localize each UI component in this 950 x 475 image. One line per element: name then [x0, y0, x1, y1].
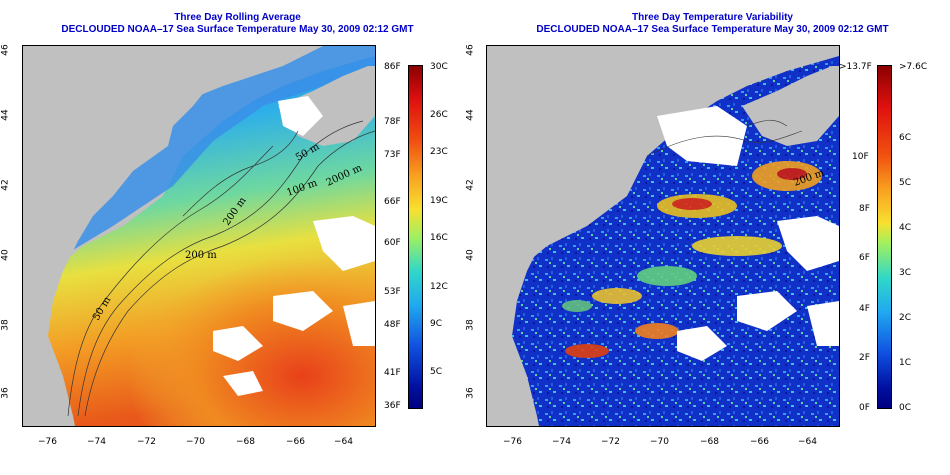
left-lon-64: −64	[334, 437, 353, 447]
right-bathymetry-contours	[646, 119, 803, 157]
right-lat-36: 36	[465, 387, 476, 399]
right-cloud-patches	[657, 106, 839, 361]
right-map-svg: 200 m	[487, 46, 839, 426]
left-lon-66: −66	[286, 437, 305, 447]
right-lat-40: 40	[465, 249, 476, 261]
left-lon-70: −70	[186, 437, 205, 447]
right-cb-f-6: 6F	[859, 253, 870, 263]
right-cb-c-max: >7.6C	[899, 62, 928, 72]
left-map-svg: 200 m 200 m 2000 m 100 m 50 m 50 m	[23, 46, 375, 426]
left-lon-68: −68	[236, 437, 255, 447]
left-title-line2: DECLOUDED NOAA–17 Sea Surface Temperatur…	[61, 24, 414, 35]
left-lat-44: 44	[0, 109, 11, 121]
right-panel: Three Day Temperature Variability DECLOU…	[466, 0, 950, 475]
left-bathymetry-contours	[67, 120, 375, 417]
right-lon-70: −70	[650, 437, 669, 447]
right-lat-38: 38	[465, 319, 476, 331]
left-cb-c-19: 19C	[430, 196, 448, 206]
left-cb-c-5: 5C	[430, 367, 443, 377]
left-cb-f-78: 78F	[384, 117, 401, 127]
right-lon-68: −68	[700, 437, 719, 447]
left-cb-f-48: 48F	[384, 320, 401, 330]
right-cb-c-5: 5C	[899, 178, 912, 188]
right-cb-f-8: 8F	[859, 204, 870, 214]
right-nova-scotia	[742, 66, 839, 146]
right-lat-46: 46	[465, 44, 476, 56]
left-lat-38: 38	[0, 319, 11, 331]
left-cloud-patches	[213, 96, 375, 396]
right-variability-map: 200 m	[486, 45, 840, 427]
left-colorbar	[408, 65, 423, 409]
right-lon-66: −66	[750, 437, 769, 447]
left-cb-c-12: 12C	[430, 282, 448, 292]
left-cold-band	[23, 46, 375, 286]
right-cb-c-0: 0C	[899, 403, 912, 413]
left-lat-46: 46	[0, 44, 11, 56]
left-lon-76: −76	[38, 437, 57, 447]
left-lat-40: 40	[0, 249, 11, 261]
right-ocean	[487, 56, 839, 426]
left-panel: Three Day Rolling Average DECLOUDED NOAA…	[0, 12, 448, 447]
right-hotspots	[562, 161, 832, 358]
left-title-line1: Three Day Rolling Average	[174, 12, 301, 23]
right-cb-c-4: 4C	[899, 223, 912, 233]
left-land	[23, 46, 273, 426]
right-title-line1: Three Day Temperature Variability	[632, 12, 793, 23]
right-lon-64: −64	[798, 437, 817, 447]
right-lon-74: −74	[552, 437, 571, 447]
right-lat-42: 42	[465, 179, 476, 191]
left-cb-c-16: 16C	[430, 233, 448, 243]
left-cb-f-41: 41F	[384, 368, 401, 378]
right-cb-c-2: 2C	[899, 313, 912, 323]
right-land	[487, 46, 737, 426]
left-cb-c-26: 26C	[430, 110, 448, 120]
right-cb-c-6: 6C	[899, 133, 912, 143]
left-sst-map: 200 m 200 m 2000 m 100 m 50 m 50 m	[22, 45, 376, 427]
right-cb-f-2: 2F	[859, 353, 870, 363]
left-cb-c-23: 23C	[430, 147, 448, 157]
right-cb-f-13: >13.7F	[839, 62, 872, 72]
right-cb-f-4: 4F	[859, 304, 870, 314]
left-cb-f-66: 66F	[384, 197, 401, 207]
right-cb-c-1: 1C	[899, 358, 912, 368]
right-cb-f-0: 0F	[859, 403, 870, 413]
left-cb-c-30: 30C	[430, 62, 448, 72]
right-colorbar	[877, 65, 892, 409]
left-contour-label-200a: 200 m	[185, 250, 217, 261]
left-cb-f-53: 53F	[384, 287, 401, 297]
right-cb-c-3: 3C	[899, 268, 912, 278]
left-cb-f-60: 60F	[384, 238, 401, 248]
left-cb-f-36: 36F	[384, 401, 401, 411]
left-lon-74: −74	[87, 437, 106, 447]
left-lat-42: 42	[0, 179, 11, 191]
left-lon-72: −72	[137, 437, 156, 447]
left-warm-region	[83, 226, 375, 426]
left-cb-f-73: 73F	[384, 150, 401, 160]
right-cb-f-10: 10F	[852, 152, 869, 162]
left-cb-f-86: 86F	[384, 62, 401, 72]
right-title-line2: DECLOUDED NOAA–17 Sea Surface Temperatur…	[536, 24, 889, 35]
right-lat-44: 44	[465, 109, 476, 121]
right-lon-76: −76	[503, 437, 522, 447]
right-lon-72: −72	[601, 437, 620, 447]
left-cb-c-9: 9C	[430, 319, 443, 329]
left-lat-36: 36	[0, 387, 11, 399]
